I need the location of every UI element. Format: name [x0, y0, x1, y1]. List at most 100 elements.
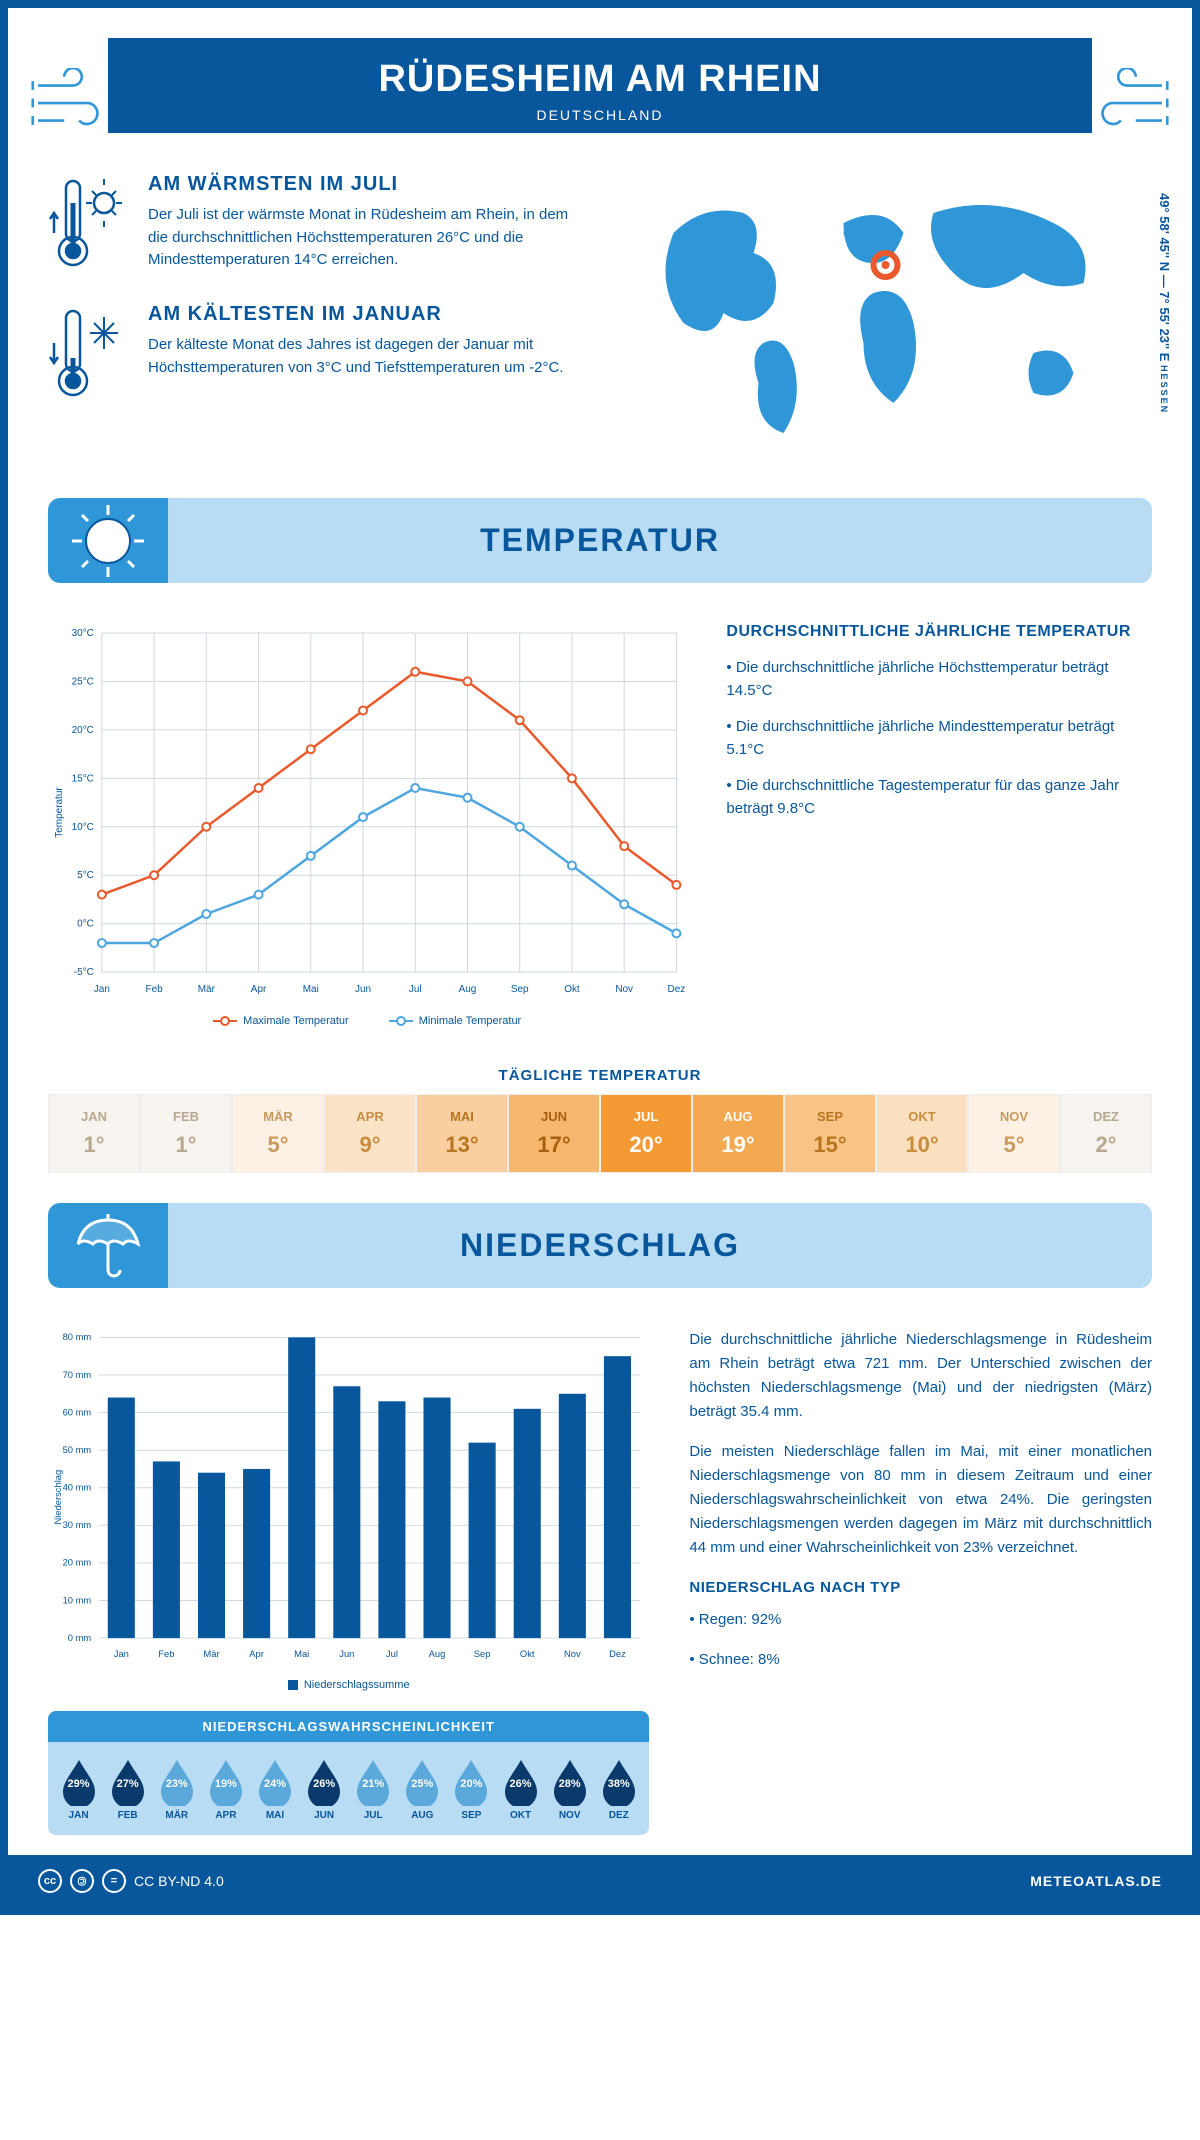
svg-text:10 mm: 10 mm — [63, 1594, 92, 1605]
legend-max: Maximale Temperatur — [213, 1015, 349, 1027]
coordinates-label: 49° 58' 45'' N — 7° 55' 23'' E HESSEN — [1157, 193, 1172, 414]
daily-cell: JAN1° — [48, 1094, 140, 1173]
prob-cell: 20% SEP — [447, 1756, 496, 1821]
svg-text:Temperatur: Temperatur — [54, 787, 65, 838]
svg-text:Jul: Jul — [409, 984, 422, 995]
svg-text:Jul: Jul — [386, 1648, 398, 1659]
fact-title: AM KÄLTESTEN IM JANUAR — [148, 303, 585, 326]
daily-cell: SEP15° — [784, 1094, 876, 1173]
page-subtitle: DEUTSCHLAND — [108, 107, 1092, 123]
svg-text:60 mm: 60 mm — [63, 1406, 92, 1417]
svg-text:40 mm: 40 mm — [63, 1482, 92, 1493]
page-title: RÜDESHEIM AM RHEIN — [108, 58, 1092, 101]
sun-icon — [68, 501, 148, 581]
infographic-frame: RÜDESHEIM AM RHEIN DEUTSCHLAND AM WÄRMST… — [0, 0, 1200, 1915]
fact-text: Der Juli ist der wärmste Monat in Rüdesh… — [148, 204, 585, 272]
prob-cell: 29% JAN — [54, 1756, 103, 1821]
thermometer-cold-icon — [48, 303, 128, 403]
prob-cell: 19% APR — [201, 1756, 250, 1821]
svg-text:10°C: 10°C — [72, 822, 94, 833]
svg-text:Nov: Nov — [615, 984, 633, 995]
svg-text:Aug: Aug — [429, 1648, 446, 1659]
svg-text:20°C: 20°C — [72, 725, 94, 736]
svg-text:Jan: Jan — [94, 984, 110, 995]
svg-text:20 mm: 20 mm — [63, 1557, 92, 1568]
temperature-summary: DURCHSCHNITTLICHE JÄHRLICHE TEMPERATUR •… — [726, 623, 1152, 1027]
fact-text: Der kälteste Monat des Jahres ist dagege… — [148, 334, 585, 379]
by-icon: 🄯 — [70, 1869, 94, 1893]
svg-text:5°C: 5°C — [77, 870, 94, 881]
svg-text:Niederschlag: Niederschlag — [52, 1470, 63, 1525]
svg-text:Okt: Okt — [564, 984, 580, 995]
svg-text:0 mm: 0 mm — [68, 1632, 92, 1643]
svg-text:70 mm: 70 mm — [63, 1369, 92, 1380]
footer: cc 🄯 = CC BY-ND 4.0 METEOATLAS.DE — [8, 1855, 1192, 1907]
daily-cell: NOV5° — [968, 1094, 1060, 1173]
svg-text:30°C: 30°C — [72, 628, 94, 639]
fact-coldest: AM KÄLTESTEN IM JANUAR Der kälteste Mona… — [48, 303, 585, 403]
intro-region: AM WÄRMSTEN IM JULI Der Juli ist der wär… — [8, 133, 1192, 478]
svg-text:Mai: Mai — [294, 1648, 309, 1659]
legend-min: Minimale Temperatur — [389, 1015, 522, 1027]
svg-text:Jan: Jan — [114, 1648, 129, 1659]
svg-text:Okt: Okt — [520, 1648, 535, 1659]
title-band: RÜDESHEIM AM RHEIN DEUTSCHLAND — [108, 38, 1092, 133]
prob-title: NIEDERSCHLAGSWAHRSCHEINLICHKEIT — [48, 1711, 649, 1742]
svg-text:Jun: Jun — [355, 984, 371, 995]
daily-cell: FEB1° — [140, 1094, 232, 1173]
svg-text:Apr: Apr — [251, 984, 267, 995]
daily-cell: MAI13° — [416, 1094, 508, 1173]
umbrella-icon — [68, 1206, 148, 1286]
prob-cell: 38% DEZ — [594, 1756, 643, 1821]
svg-text:Mär: Mär — [203, 1648, 219, 1659]
daily-cell: DEZ2° — [1060, 1094, 1152, 1173]
prob-cell: 24% MAI — [250, 1756, 299, 1821]
svg-text:Dez: Dez — [668, 984, 686, 995]
svg-text:50 mm: 50 mm — [63, 1444, 92, 1455]
prob-cell: 21% JUL — [349, 1756, 398, 1821]
temperature-chart: -5°C0°C5°C10°C15°C20°C25°C30°CJanFebMärA… — [48, 623, 686, 1027]
svg-text:25°C: 25°C — [72, 676, 94, 687]
svg-text:Apr: Apr — [249, 1648, 264, 1659]
map-region: 49° 58' 45'' N — 7° 55' 23'' E HESSEN — [615, 173, 1152, 458]
site-label: METEOATLAS.DE — [1030, 1873, 1162, 1889]
svg-text:Sep: Sep — [474, 1648, 491, 1659]
prob-cell: 26% JUN — [300, 1756, 349, 1821]
svg-text:Sep: Sep — [511, 984, 529, 995]
prob-cell: 28% NOV — [545, 1756, 594, 1821]
precipitation-summary: Die durchschnittliche jährliche Niedersc… — [689, 1328, 1152, 1835]
daily-cell: APR9° — [324, 1094, 416, 1173]
svg-text:30 mm: 30 mm — [63, 1519, 92, 1530]
svg-text:Nov: Nov — [564, 1648, 581, 1659]
precip-probability-grid: 29% JAN 27% FEB 23% MÄR 19% APR 24% MAI … — [48, 1742, 649, 1835]
fact-title: AM WÄRMSTEN IM JULI — [148, 173, 585, 196]
svg-text:Mär: Mär — [198, 984, 216, 995]
svg-text:80 mm: 80 mm — [63, 1331, 92, 1342]
svg-text:Dez: Dez — [609, 1648, 626, 1659]
wind-icon — [1082, 68, 1172, 138]
wind-icon — [28, 68, 118, 138]
daily-cell: JUN17° — [508, 1094, 600, 1173]
daily-cell: AUG19° — [692, 1094, 784, 1173]
svg-text:Jun: Jun — [339, 1648, 354, 1659]
prob-cell: 25% AUG — [398, 1756, 447, 1821]
daily-cell: MÄR5° — [232, 1094, 324, 1173]
daily-cell: JUL20° — [600, 1094, 692, 1173]
prob-cell: 27% FEB — [103, 1756, 152, 1821]
section-title: TEMPERATUR — [48, 522, 1152, 559]
daily-temp-table: JAN1°FEB1°MÄR5°APR9°MAI13°JUN17°JUL20°AU… — [48, 1094, 1152, 1173]
section-header-precip: NIEDERSCHLAG — [48, 1203, 1152, 1288]
world-map-icon — [615, 173, 1152, 453]
thermometer-hot-icon — [48, 173, 128, 273]
nd-icon: = — [102, 1869, 126, 1893]
header-region: RÜDESHEIM AM RHEIN DEUTSCHLAND — [8, 38, 1192, 133]
prob-cell: 26% OKT — [496, 1756, 545, 1821]
precipitation-chart: 0 mm 10 mm 20 mm 30 mm 40 mm 50 mm 60 mm 70 mm 8… — [48, 1328, 649, 1666]
svg-text:Mai: Mai — [303, 984, 319, 995]
daily-cell: OKT10° — [876, 1094, 968, 1173]
svg-text:Feb: Feb — [158, 1648, 174, 1659]
svg-text:Feb: Feb — [146, 984, 164, 995]
svg-text:0°C: 0°C — [77, 919, 94, 930]
prob-cell: 23% MÄR — [152, 1756, 201, 1821]
fact-warmest: AM WÄRMSTEN IM JULI Der Juli ist der wär… — [48, 173, 585, 273]
